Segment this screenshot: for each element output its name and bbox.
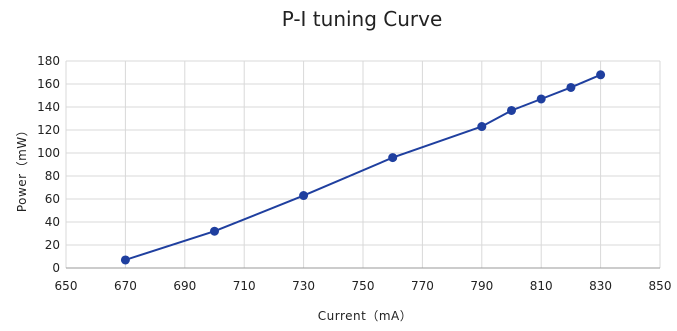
y-tick-label: 160 — [37, 77, 60, 91]
x-tick-label: 750 — [352, 279, 375, 293]
x-tick-label: 650 — [55, 279, 78, 293]
y-tick-label: 100 — [37, 146, 60, 160]
x-tick-label: 810 — [530, 279, 553, 293]
gridlines — [65, 60, 661, 269]
data-point — [596, 70, 606, 80]
x-tick-labels: 650 670 690 710 730 750 770 790 810 830 850 — [55, 279, 672, 293]
y-tick-label: 180 — [37, 54, 60, 68]
data-point — [388, 153, 398, 163]
x-tick-label: 830 — [589, 279, 612, 293]
x-tick-label: 850 — [649, 279, 672, 293]
data-point — [507, 105, 516, 115]
x-axis-label: Current（mA） — [318, 309, 412, 323]
y-tick-label: 120 — [37, 123, 60, 137]
x-tick-label: 790 — [470, 279, 493, 293]
data-point — [299, 191, 309, 201]
y-tick-label: 60 — [45, 192, 60, 206]
chart-title: P-I tuning Curve — [282, 7, 443, 31]
series-group — [120, 70, 606, 265]
data-point — [536, 94, 546, 104]
y-tick-label: 80 — [45, 169, 60, 183]
y-tick-label: 140 — [37, 100, 60, 114]
x-tick-label: 690 — [173, 279, 196, 293]
data-point — [566, 82, 576, 92]
x-tick-label: 670 — [114, 279, 137, 293]
y-tick-label: 20 — [45, 238, 60, 252]
data-point — [120, 255, 130, 265]
x-tick-label: 710 — [233, 279, 256, 293]
data-point — [210, 226, 219, 236]
y-tick-label: 40 — [45, 215, 60, 229]
y-axis-label: Power（mW） — [15, 124, 29, 212]
y-tick-labels: 0 20 40 60 80 100 120 140 160 180 — [37, 54, 60, 275]
y-tick-label: 0 — [52, 261, 60, 275]
data-point — [477, 122, 487, 132]
x-tick-label: 770 — [411, 279, 434, 293]
x-tick-label: 730 — [292, 279, 315, 293]
